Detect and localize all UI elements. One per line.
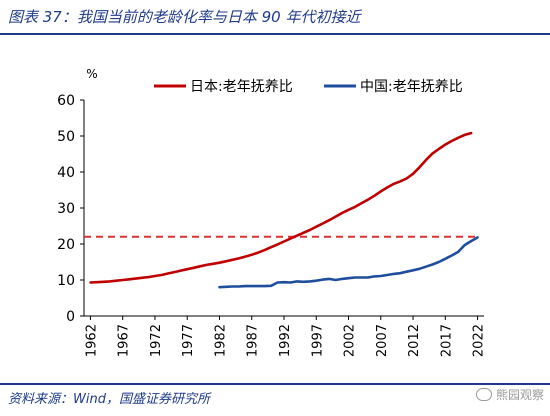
y-tick-label: 50 — [57, 129, 75, 145]
y-tick-label: 40 — [57, 165, 75, 181]
series-line-china — [218, 236, 479, 289]
x-tick-label: 1977 — [181, 324, 196, 357]
series-lines — [89, 131, 479, 289]
x-tick-label: 1997 — [310, 324, 325, 357]
axes: 0 10 20 30 40 50 60% 1962 1967 1972 1977 1982 1987 19… — [57, 67, 486, 357]
x-tick-label: 2017 — [439, 324, 454, 357]
y-tick-label: 60 — [57, 93, 75, 109]
x-tick-label: 2007 — [375, 324, 390, 357]
watermark-text: 熊园观察 — [495, 388, 544, 402]
x-tick-label: 1962 — [84, 324, 99, 357]
x-tick-label: 1967 — [117, 324, 132, 357]
y-tick-label: 0 — [66, 309, 75, 325]
x-tick-label: 2022 — [472, 324, 487, 357]
series-line-japan — [89, 131, 473, 284]
line-chart: 0 10 20 30 40 50 60% 1962 1967 1972 1977 1982 1987 19… — [57, 67, 486, 357]
x-tick-label: 2012 — [407, 324, 422, 357]
legend: 日本:老年抚养比 中国:老年抚养比 — [154, 79, 463, 95]
figure-title: 图表 37：我国当前的老龄化率与日本 90 年代初接近 — [8, 8, 361, 26]
y-tick-label: 20 — [57, 237, 75, 253]
x-tick-label: 1992 — [278, 324, 293, 357]
y-tick-label: 10 — [57, 273, 75, 289]
x-tick-label: 2002 — [343, 324, 358, 357]
title-rule — [0, 33, 550, 35]
y-tick-label: 30 — [57, 201, 75, 217]
legend-label-china: 中国:老年抚养比 — [360, 79, 463, 95]
source-note: 资料来源：Wind，国盛证券研究所 — [8, 392, 210, 407]
legend-label-japan: 日本:老年抚养比 — [190, 79, 293, 95]
watermark: 熊园观察 — [475, 386, 544, 403]
x-tick-label: 1982 — [213, 324, 228, 357]
wechat-icon — [475, 388, 492, 401]
y-axis-unit: % — [86, 67, 97, 81]
source-rule — [0, 383, 550, 385]
x-tick-label: 1987 — [246, 324, 261, 357]
x-tick-label: 1972 — [149, 324, 164, 357]
